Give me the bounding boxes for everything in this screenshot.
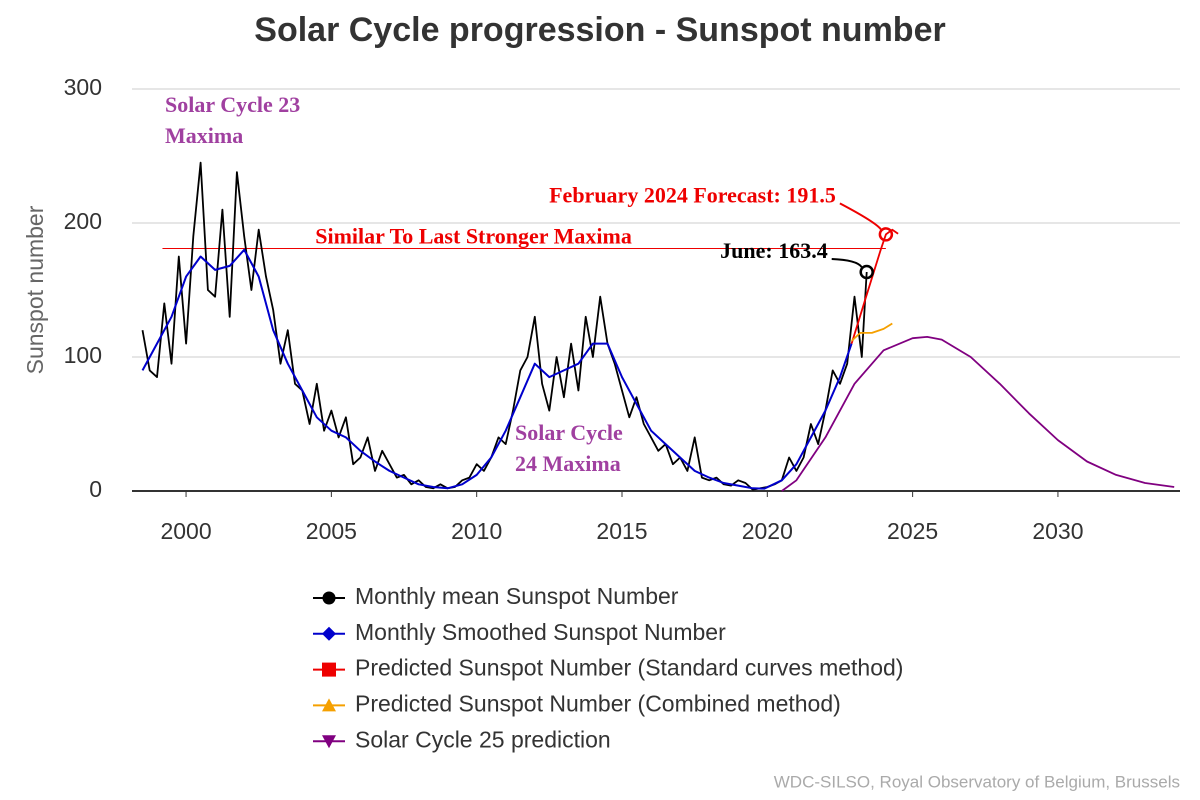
series-line — [781, 336, 1175, 492]
annotation: Solar Cycle — [515, 420, 623, 445]
chart-title: Solar Cycle progression - Sunspot number — [254, 11, 945, 49]
legend-marker — [322, 662, 336, 677]
legend-label: Monthly Smoothed Sunspot Number — [355, 619, 726, 645]
legend-label: Monthly mean Sunspot Number — [355, 583, 679, 609]
legend-item: Predicted Sunspot Number (Combined metho… — [313, 690, 841, 716]
legend-item: Monthly Smoothed Sunspot Number — [313, 619, 726, 645]
x-tick-label: 2020 — [742, 518, 793, 544]
highlight-marker — [878, 227, 894, 242]
y-tick-label: 0 — [89, 476, 102, 502]
highlight-label: February 2024 Forecast: 191.5 — [549, 182, 836, 207]
x-tick-label: 2025 — [887, 518, 938, 544]
highlight-connector — [839, 202, 882, 231]
legend-marker — [322, 591, 336, 605]
legend-marker — [322, 626, 336, 641]
x-tick-label: 2005 — [306, 518, 357, 544]
x-tick-label: 2030 — [1032, 518, 1083, 544]
highlight-marker — [859, 264, 874, 280]
highlight-connector — [831, 258, 863, 268]
highlight-label: June: 163.4 — [720, 238, 828, 263]
legend-label: Solar Cycle 25 prediction — [355, 726, 611, 752]
legend-label: Predicted Sunspot Number (Combined metho… — [355, 690, 841, 716]
legend-marker — [322, 735, 336, 749]
legend-item: Monthly mean Sunspot Number — [313, 583, 679, 609]
annotation: Maxima — [165, 123, 243, 148]
x-tick-label: 2000 — [160, 518, 211, 544]
y-axis-title: Sunspot number — [22, 205, 48, 374]
y-tick-label: 200 — [64, 208, 102, 234]
series-line — [850, 322, 893, 342]
legend-item: Solar Cycle 25 prediction — [313, 726, 611, 752]
series-line — [141, 248, 853, 490]
x-tick-label: 2015 — [596, 518, 647, 544]
source: WDC-SILSO, Royal Observatory of Belgium,… — [774, 772, 1180, 791]
y-tick-label: 100 — [64, 342, 102, 368]
legend-label: Predicted Sunspot Number (Standard curve… — [355, 655, 903, 681]
x-tick-label: 2010 — [451, 518, 502, 544]
series-line — [850, 228, 899, 344]
legend-item: Predicted Sunspot Number (Standard curve… — [313, 655, 903, 681]
annotation: Solar Cycle 23 — [165, 92, 300, 117]
legend-marker — [322, 698, 336, 712]
series-line — [141, 161, 868, 491]
y-tick-label: 300 — [64, 74, 102, 100]
reference-label: Similar To Last Stronger Maxima — [315, 224, 632, 249]
annotation: 24 Maxima — [515, 451, 621, 476]
